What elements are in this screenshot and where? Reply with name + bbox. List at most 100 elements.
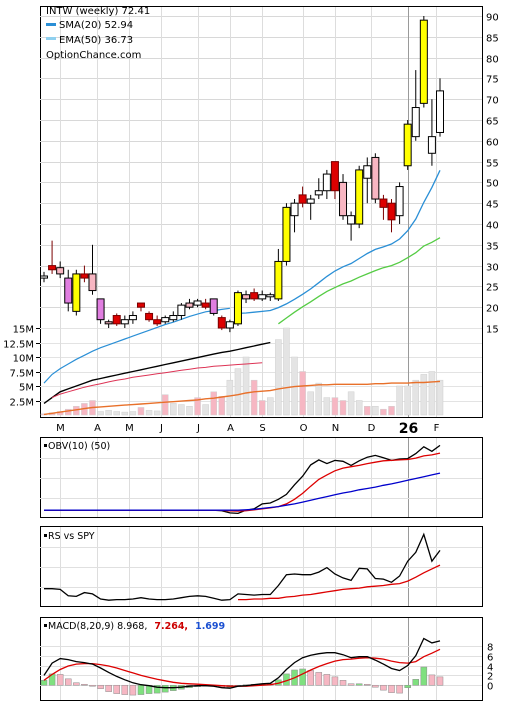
volume-bar [258, 400, 266, 416]
volume-tick-label: 7.5M [9, 369, 34, 380]
price-tick-label: 15 [486, 325, 499, 336]
macd-histogram-bar [315, 672, 323, 686]
candle-body [411, 107, 420, 138]
volume-bar [145, 410, 153, 416]
price-tick-label: 25 [486, 283, 499, 294]
month-label: M [125, 423, 134, 434]
volume-bar [97, 411, 104, 416]
candle-body [363, 165, 372, 179]
indicator-layer [40, 444, 444, 696]
volume-bar [428, 371, 436, 416]
price-tick-label: 50 [486, 179, 499, 190]
rs-legend-label: RS vs SPY [48, 531, 95, 542]
price-tick-label: 40 [486, 221, 499, 232]
macd-histogram-bar [355, 683, 363, 686]
macd-histogram-bar [81, 683, 88, 686]
volume-bar [153, 410, 161, 416]
volume-tick-label: 10M [13, 354, 34, 365]
volume-bar [347, 391, 355, 416]
macd-tick-label: 4 [487, 663, 493, 674]
candle-body [258, 294, 267, 300]
price-tick-label: 30 [486, 263, 499, 274]
candle-body [145, 312, 154, 321]
macd-legend-hist: 1.699 [195, 621, 225, 632]
volume-bar [315, 382, 323, 416]
macd-histogram-bar [420, 666, 428, 686]
volume-bar [380, 408, 387, 416]
candle-body [104, 321, 113, 325]
volume-bar [129, 411, 137, 416]
macd-legend-main: MACD(8,20,9) 8.968, [48, 621, 147, 632]
macd-histogram-bar [137, 684, 145, 695]
macd-legend: MACD(8,20,9) 8.968, 7.264, 1.699 [44, 621, 225, 632]
volume-tick-label: 15M [13, 325, 34, 336]
candle-body [387, 202, 396, 221]
macd-histogram-bar [40, 680, 48, 686]
candle-body [242, 294, 251, 300]
volume-bar [218, 396, 226, 416]
macd-histogram-bar [396, 684, 403, 694]
month-label: J [159, 423, 163, 434]
macd-histogram-bar [105, 684, 112, 692]
candle-body [339, 181, 348, 217]
rs-series-line [238, 564, 441, 601]
axis-layer: 9085807570656055504540353025201515M12.5M… [3, 13, 499, 693]
month-label: D [368, 423, 376, 434]
price-tick-label: 45 [486, 200, 499, 211]
volume-bar [161, 394, 169, 416]
candle-body [266, 294, 275, 298]
rs-legend: RS vs SPY [44, 531, 95, 542]
volume-bar [170, 403, 177, 416]
candle-body [177, 304, 186, 317]
candle-body [436, 90, 444, 133]
obv-legend: OBV(10) (50) [44, 441, 110, 452]
ema-early-line [51, 362, 263, 399]
macd-line [43, 637, 441, 689]
volume-bar [121, 411, 129, 416]
price-tick-label: 75 [486, 75, 499, 86]
price-tick-label: 60 [486, 138, 499, 149]
candle-body [330, 161, 339, 192]
candle-body [403, 123, 412, 167]
month-label: A [94, 423, 101, 434]
candle-body [298, 194, 307, 204]
legend-site: OptionChance.com [46, 50, 141, 61]
legend-ema: EMA(50) 36.73 [59, 35, 133, 46]
price-legend: INTW (weekly) 72.41 SMA(20) 52.94 EMA(50… [46, 6, 150, 61]
ema50-line [278, 237, 441, 325]
price-tick-label: 35 [486, 242, 499, 253]
candle-body [120, 319, 129, 325]
volume-tick-label: 5M [19, 383, 34, 394]
volume-bar [283, 327, 290, 416]
volume-bar [323, 397, 331, 416]
price-tick-label: 90 [486, 13, 499, 24]
macd-histogram-bar [64, 678, 72, 686]
volume-bar [113, 411, 120, 416]
volume-bar [299, 371, 306, 416]
candle-body [112, 315, 121, 325]
price-layer [40, 16, 444, 333]
volume-bar [242, 356, 250, 416]
candle-body [379, 198, 388, 208]
month-label: 26 [399, 421, 418, 437]
macd-histogram-bar [129, 684, 137, 696]
month-label: A [227, 423, 234, 434]
macd-histogram-bar [412, 679, 420, 686]
macd-histogram-bar [73, 682, 80, 686]
volume-average-line [43, 380, 441, 416]
candle-body [80, 273, 89, 279]
month-label: O [300, 423, 308, 434]
macd-histogram-bar [307, 670, 314, 686]
macd-histogram-bar [331, 676, 339, 686]
volume-bar [396, 385, 403, 416]
volume-bar [210, 391, 217, 416]
macd-histogram-bar [153, 684, 161, 694]
macd-histogram-bar [380, 684, 387, 691]
volume-tick-label: 2.5M [9, 398, 34, 409]
month-label: S [259, 423, 265, 434]
month-label: M [56, 423, 65, 434]
macd-histogram-bar [323, 674, 331, 686]
candle-body [419, 19, 428, 104]
volume-bar [202, 404, 209, 416]
volume-bar [412, 379, 420, 416]
